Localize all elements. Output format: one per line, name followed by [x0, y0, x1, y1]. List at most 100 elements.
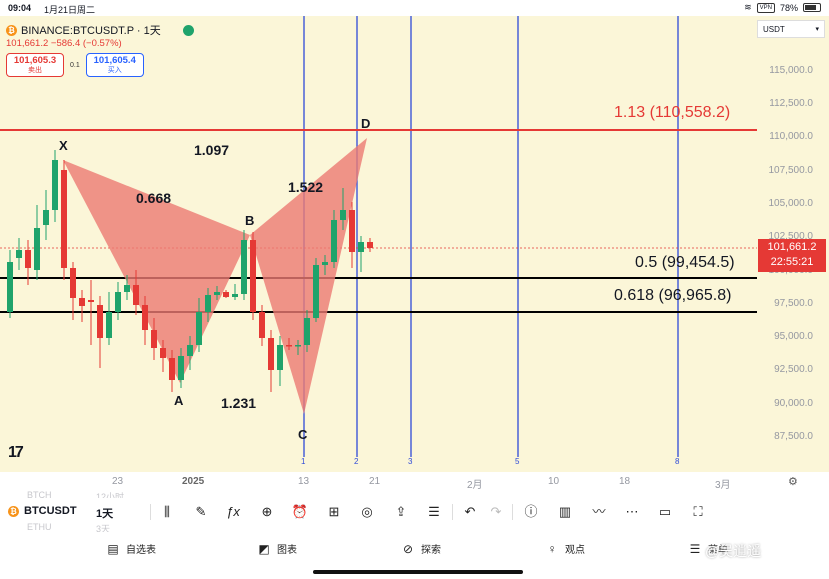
- chart-icon: ◩: [258, 541, 270, 556]
- candle-body: [304, 318, 310, 345]
- candle-body: [61, 170, 67, 268]
- candle-body: [277, 345, 283, 370]
- clock: 09:04: [8, 3, 32, 13]
- interval-button[interactable]: 1天: [96, 508, 114, 520]
- candle-body: [25, 250, 31, 268]
- draw-brush-icon[interactable]: ✎: [195, 504, 207, 519]
- ghost-interval: 12小时: [96, 492, 125, 502]
- tab-label: 自选表: [126, 545, 156, 556]
- candle-body: [313, 265, 319, 318]
- candle-body: [367, 242, 373, 248]
- chart-canvas[interactable]: X A B C D 0.668 1.097 1.231 1.522 1.13 (…: [0, 16, 829, 472]
- time-tick: 2月: [467, 480, 483, 491]
- time-tick: 23: [112, 476, 124, 487]
- price-tick: 115,000.0: [769, 65, 813, 76]
- current-price-tag: 101,661.2 22:55:21: [758, 239, 826, 272]
- time-tick: 10: [548, 476, 560, 487]
- candle-body: [70, 268, 76, 298]
- candle-body: [295, 345, 301, 347]
- candle-body: [124, 285, 130, 292]
- tab-explore[interactable]: ⊘ 探索: [401, 541, 441, 557]
- ghost-interval: 3天: [96, 524, 111, 534]
- symbol-button[interactable]: ₿ BTCUSDT: [8, 505, 77, 517]
- candle-body: [232, 294, 238, 297]
- candle-body: [187, 345, 193, 356]
- market-open-icon: [182, 24, 194, 36]
- redo-icon[interactable]: ↷: [490, 504, 502, 519]
- candle-type-icon[interactable]: ⫼: [164, 504, 170, 519]
- lightbulb-icon: ♀: [547, 541, 557, 556]
- price-tick: 110,000.0: [769, 131, 813, 142]
- more-icon[interactable]: ⋯: [625, 504, 639, 519]
- undo-icon[interactable]: ↶: [464, 504, 476, 519]
- spread-value: 0.1: [70, 61, 80, 69]
- buy-button[interactable]: 101,605.4 买入: [85, 53, 144, 77]
- candle-body: [331, 220, 337, 262]
- symbol-title[interactable]: ₿ BINANCE:BTCUSDT.P · 1天: [6, 22, 194, 38]
- settings-icon[interactable]: ⚙: [788, 476, 798, 488]
- rectangle-icon[interactable]: ▭: [658, 504, 672, 519]
- candle-body: [169, 358, 175, 380]
- currency-select[interactable]: USDT ▾: [757, 20, 825, 38]
- point-label-b: B: [245, 213, 255, 228]
- candle-body: [322, 262, 328, 265]
- candle-body: [349, 210, 355, 252]
- point-label-a: A: [174, 393, 184, 408]
- fib-time-number: 1: [301, 457, 306, 466]
- time-tick: 3月: [715, 480, 731, 491]
- candle-body: [79, 298, 85, 306]
- candle-body: [133, 285, 139, 305]
- tab-label: 图表: [277, 545, 297, 556]
- fib-time-number: 3: [408, 457, 413, 466]
- point-label-c: C: [298, 427, 308, 442]
- note-icon[interactable]: ☰: [428, 504, 440, 519]
- price-tick: 97,500.0: [774, 298, 813, 309]
- point-label-x: X: [59, 138, 68, 153]
- tab-watchlist[interactable]: ▤ 自选表: [106, 541, 156, 557]
- candle-body: [340, 210, 346, 220]
- harmonic-pattern[interactable]: [63, 138, 367, 414]
- ratio-label: 0.668: [136, 190, 172, 206]
- level-label: 0.5 (99,454.5): [635, 254, 735, 271]
- chart-svg[interactable]: [0, 16, 829, 472]
- battery-percent: 78%: [779, 2, 798, 13]
- bar-chart-icon[interactable]: ▥: [558, 504, 572, 519]
- info-icon[interactable]: ⓘ: [524, 504, 538, 519]
- fib-time-number: 5: [515, 457, 520, 466]
- candle-body: [52, 160, 58, 210]
- add-icon[interactable]: ⊕: [261, 504, 273, 519]
- chart-toolbar: ₿ BTCUSDT 1天 ⫼ ✎ ƒx ⊕ ⏰ ⊞ ◎ ⇪ ☰ ↶ ↷ ⓘ ▥ …: [0, 498, 829, 526]
- idea-icon[interactable]: ◎: [361, 504, 373, 519]
- price-tick: 112,500.0: [769, 98, 813, 109]
- watermark: @吴逍遥: [705, 543, 762, 559]
- time-tick: 2025: [182, 476, 205, 487]
- layout-icon[interactable]: ⊞: [328, 504, 340, 519]
- divider: [150, 504, 151, 520]
- candle-body: [241, 240, 247, 294]
- currency-value: USDT: [763, 25, 785, 34]
- candle-body: [358, 242, 364, 252]
- tab-chart[interactable]: ◩ 图表: [257, 541, 297, 557]
- bitcoin-icon: ₿: [6, 24, 17, 36]
- sell-button[interactable]: 101,605.3 卖出: [6, 53, 64, 77]
- tradingview-logo: 17: [8, 444, 24, 461]
- current-price-value: 101,661.2: [767, 241, 817, 253]
- fullscreen-icon[interactable]: ⛶: [693, 504, 703, 519]
- alert-icon[interactable]: ⏰: [291, 504, 309, 519]
- candle-body: [7, 262, 13, 312]
- trend-icon[interactable]: 〰: [592, 504, 606, 519]
- fib-time-lines: [303, 16, 679, 457]
- share-icon[interactable]: ⇪: [395, 504, 407, 519]
- divider: [452, 504, 453, 520]
- level-label: 0.618 (96,965.8): [614, 287, 732, 304]
- tab-menu[interactable]: ☰ 菜单: [688, 541, 728, 557]
- candle-body: [286, 345, 292, 347]
- tab-ideas[interactable]: ♀ 观点: [545, 541, 586, 557]
- compass-icon: ⊘: [402, 541, 414, 556]
- ratio-label: 1.231: [221, 395, 257, 411]
- divider: [512, 504, 513, 520]
- indicators-icon[interactable]: ƒx: [226, 504, 240, 519]
- candle-body: [88, 300, 94, 302]
- tab-label: 观点: [565, 545, 585, 556]
- battery-icon: [803, 3, 821, 12]
